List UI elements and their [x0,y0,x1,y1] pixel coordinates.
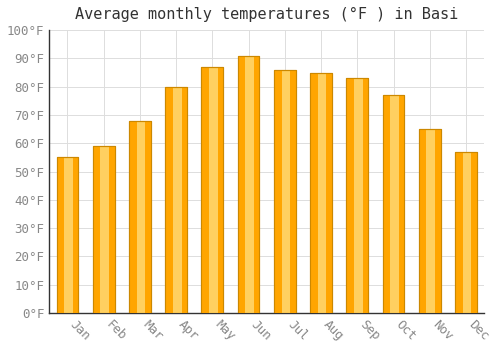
Bar [109,146,114,313]
Bar [129,121,136,313]
Bar [73,158,78,313]
Bar [419,129,440,313]
Bar [274,70,295,313]
Bar [218,67,223,313]
Bar [274,70,295,313]
Bar [182,87,187,313]
Bar [93,146,100,313]
Bar [202,67,223,313]
Bar [274,70,281,313]
Bar [455,152,477,313]
Bar [455,152,462,313]
Bar [435,129,440,313]
Bar [166,87,187,313]
Bar [419,129,426,313]
Bar [238,56,260,313]
Bar [310,72,332,313]
Bar [202,67,209,313]
Bar [146,121,151,313]
Bar [93,146,114,313]
Bar [326,72,332,313]
Bar [310,72,318,313]
Bar [346,78,368,313]
Bar [129,121,151,313]
Bar [382,95,390,313]
Bar [238,56,246,313]
Bar [56,158,78,313]
Bar [382,95,404,313]
Bar [455,152,477,313]
Bar [238,56,260,313]
Bar [56,158,64,313]
Bar [166,87,173,313]
Bar [346,78,354,313]
Bar [382,95,404,313]
Bar [310,72,332,313]
Bar [419,129,440,313]
Bar [166,87,187,313]
Bar [202,67,223,313]
Bar [129,121,151,313]
Bar [56,158,78,313]
Bar [93,146,114,313]
Bar [399,95,404,313]
Title: Average monthly temperatures (°F ) in Basi: Average monthly temperatures (°F ) in Ba… [75,7,458,22]
Bar [472,152,477,313]
Bar [290,70,296,313]
Bar [346,78,368,313]
Bar [362,78,368,313]
Bar [254,56,260,313]
